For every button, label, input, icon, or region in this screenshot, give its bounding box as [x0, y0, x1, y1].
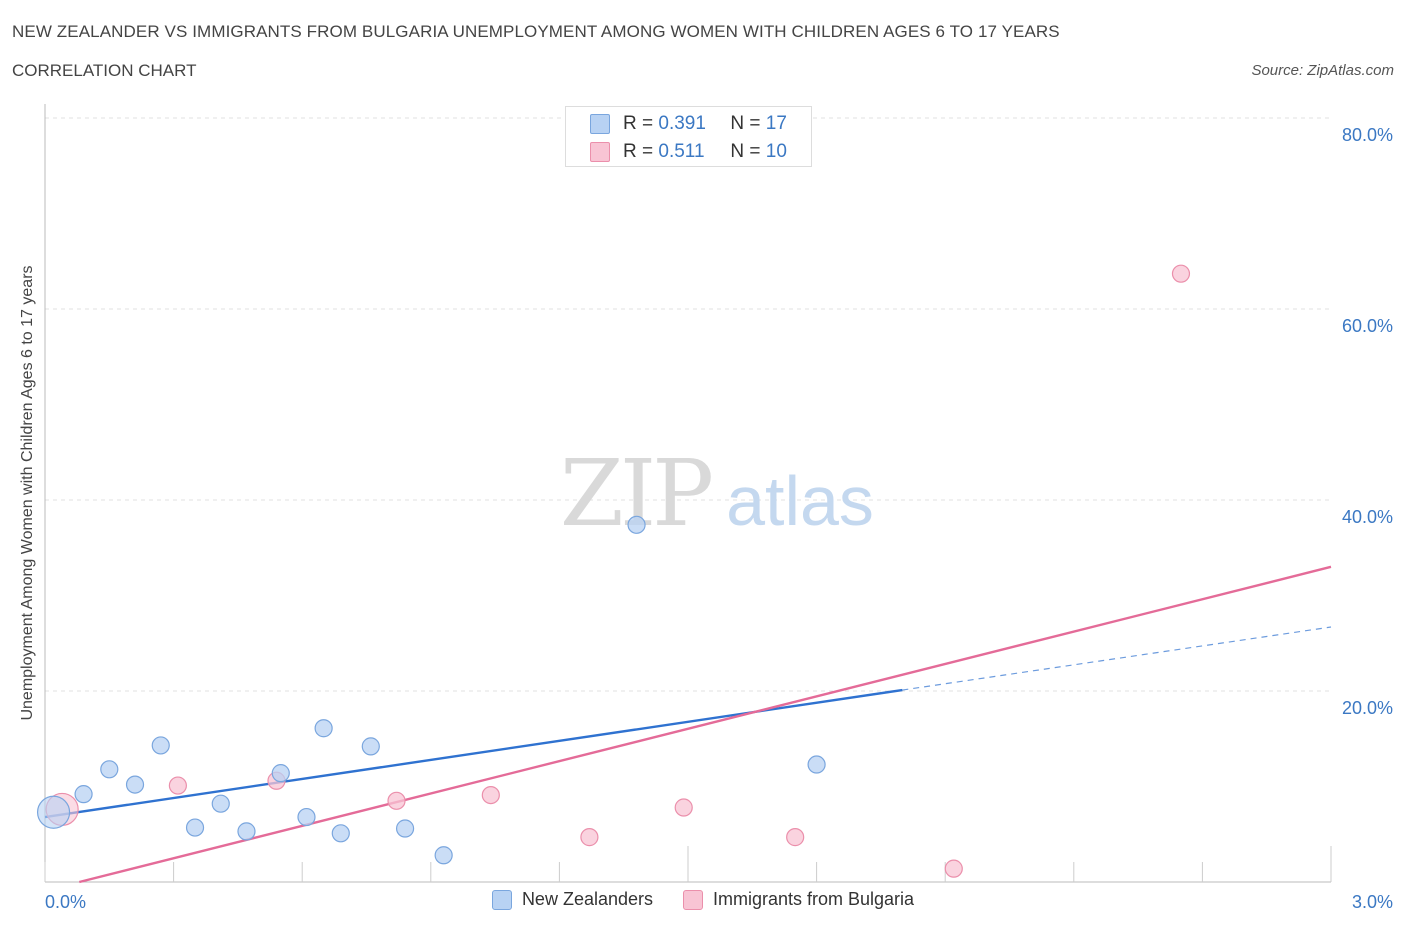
legend-label: New Zealanders — [521, 889, 653, 909]
legend-label: Immigrants from Bulgaria — [713, 889, 915, 909]
point-new-zealanders — [434, 846, 453, 865]
point-bulgaria — [786, 828, 805, 847]
n-value: 17 — [765, 113, 787, 134]
axes — [44, 104, 1332, 883]
tick-labels: 20.0% 40.0% 60.0% 80.0% 0.0% 3.0% — [45, 125, 1393, 912]
trend-lines — [44, 565, 1332, 884]
watermark-atlas: atlas — [726, 462, 874, 540]
point-bulgaria — [387, 791, 406, 810]
r-label: R = — [623, 141, 654, 162]
point-new-zealanders — [807, 755, 826, 774]
n-label: N = — [730, 113, 761, 134]
point-bulgaria — [944, 859, 963, 878]
point-bulgaria — [168, 776, 187, 795]
watermark: ZIP atlas — [560, 440, 874, 547]
point-new-zealanders — [395, 819, 415, 838]
swatch-blue — [590, 114, 610, 134]
point-bulgaria — [481, 785, 500, 805]
swatch-pink — [590, 142, 610, 162]
y-tick-label: 20.0% — [1342, 698, 1393, 718]
point-new-zealanders — [151, 736, 170, 755]
point-bulgaria — [1171, 264, 1191, 283]
data-points — [36, 264, 1191, 878]
stats-row-new-zealanders: R = 0.391 N = 17 — [590, 113, 787, 135]
y-tick-label: 60.0% — [1342, 316, 1393, 336]
point-new-zealanders — [100, 760, 119, 779]
point-new-zealanders — [237, 822, 256, 841]
legend-item-new-zealanders[interactable]: New Zealanders — [491, 889, 653, 910]
point-new-zealanders — [331, 824, 350, 843]
y-tick-label: 40.0% — [1342, 507, 1393, 527]
legend-item-bulgaria[interactable]: Immigrants from Bulgaria — [683, 889, 914, 910]
point-bulgaria — [674, 798, 693, 817]
x-tick-label: 3.0% — [1352, 892, 1393, 912]
n-label: N = — [730, 141, 761, 162]
point-new-zealanders — [361, 737, 380, 756]
point-new-zealanders — [314, 719, 333, 738]
chart-subtitle: CORRELATION CHART — [12, 61, 197, 80]
point-new-zealanders — [627, 515, 646, 534]
legend-swatch-blue — [491, 889, 512, 910]
n-value: 10 — [765, 141, 787, 162]
point-new-zealanders — [125, 775, 145, 794]
point-new-zealanders — [36, 795, 71, 829]
trend-line-new-zealanders — [44, 688, 903, 819]
chart-title: NEW ZEALANDER VS IMMIGRANTS FROM BULGARI… — [12, 22, 1060, 41]
point-new-zealanders — [297, 807, 316, 827]
point-bulgaria — [580, 828, 599, 847]
r-value: 0.511 — [658, 141, 705, 162]
gridlines — [45, 117, 1331, 692]
point-new-zealanders — [271, 764, 290, 783]
legend-swatch-pink — [683, 889, 703, 910]
x-tick-label: 0.0% — [45, 892, 86, 912]
legend: New Zealanders Immigrants from Bulgaria — [0, 889, 1406, 910]
point-new-zealanders — [74, 785, 93, 804]
r-value: 0.391 — [658, 113, 706, 134]
y-tick-label: 80.0% — [1342, 125, 1393, 145]
source-label: Source: ZipAtlas.com — [1251, 62, 1394, 79]
point-new-zealanders — [211, 794, 230, 813]
stats-legend: R = 0.391 N = 17 R = 0.511 N = 10 — [565, 106, 812, 167]
point-new-zealanders — [185, 818, 205, 837]
trend-line-bulgaria — [79, 565, 1332, 884]
r-label: R = — [623, 113, 654, 134]
stats-row-bulgaria: R = 0.511 N = 10 — [590, 141, 787, 163]
